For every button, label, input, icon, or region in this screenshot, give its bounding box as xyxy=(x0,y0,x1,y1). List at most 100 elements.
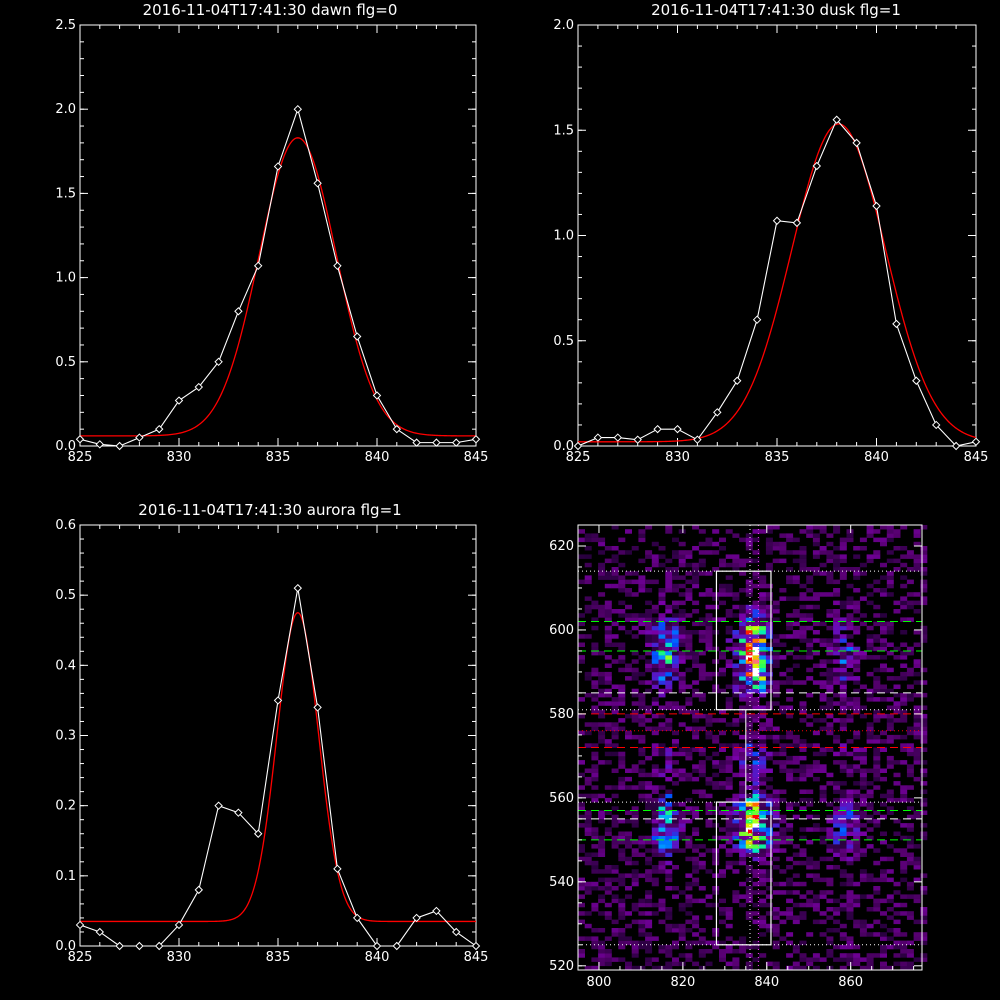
heatmap-cell xyxy=(739,781,747,786)
heatmap-cell xyxy=(665,789,673,794)
heatmap-cell xyxy=(833,592,841,597)
heatmap-cell xyxy=(792,655,800,660)
data-point xyxy=(432,438,441,447)
heatmap-cell xyxy=(900,789,908,794)
heatmap-cell xyxy=(705,638,713,643)
heatmap-cell xyxy=(618,898,626,904)
heatmap-cell xyxy=(651,785,659,790)
heatmap-cell xyxy=(839,768,847,773)
heatmap-cell xyxy=(732,814,740,820)
heatmap-cell xyxy=(658,625,666,631)
heatmap-cell xyxy=(672,625,679,631)
heatmap-cell xyxy=(678,709,686,715)
heatmap-cell xyxy=(739,751,747,757)
heatmap-cell xyxy=(678,772,686,778)
heatmap-cell xyxy=(618,856,626,862)
heatmap-cell xyxy=(853,663,861,668)
heatmap-cell xyxy=(651,579,659,585)
heatmap-cell xyxy=(611,886,619,891)
heatmap-cell xyxy=(792,890,800,895)
heatmap-cell xyxy=(759,831,767,836)
heatmap-cell xyxy=(578,621,585,627)
heatmap-cell xyxy=(772,701,780,706)
heatmap-cell xyxy=(846,953,854,958)
heatmap-cell xyxy=(752,667,760,673)
heatmap-cell xyxy=(886,739,894,744)
heatmap-cell xyxy=(745,848,753,853)
heatmap-cell xyxy=(739,713,747,719)
heatmap-cell xyxy=(692,567,700,572)
heatmap-cell xyxy=(712,617,720,622)
heatmap-cell xyxy=(578,823,585,828)
heatmap-cell xyxy=(779,705,787,710)
heatmap-cell xyxy=(833,919,841,925)
heatmap-cell xyxy=(826,705,834,710)
heatmap-cell xyxy=(900,604,908,610)
heatmap-cell xyxy=(719,667,726,673)
heatmap-cell xyxy=(725,562,733,568)
heatmap-cell xyxy=(712,739,720,744)
heatmap-cell xyxy=(913,600,921,606)
heatmap-cell xyxy=(651,831,659,836)
heatmap-cell xyxy=(665,802,673,807)
heatmap-cell xyxy=(645,550,653,555)
heatmap-cell xyxy=(765,894,773,899)
heatmap-cell xyxy=(732,567,740,572)
data-point xyxy=(613,433,623,442)
heatmap-cell xyxy=(779,680,787,685)
heatmap-cell xyxy=(873,604,881,610)
heatmap-cell xyxy=(698,529,706,534)
heatmap-cell xyxy=(604,869,612,874)
heatmap-cell xyxy=(920,940,928,946)
heatmap-cell xyxy=(880,684,887,689)
heatmap-cell xyxy=(900,835,908,841)
heatmap-cell xyxy=(920,730,928,736)
heatmap-cell xyxy=(625,550,632,555)
heatmap-cell xyxy=(745,558,753,564)
heatmap-cell xyxy=(913,894,921,899)
heatmap-cell xyxy=(859,957,867,962)
heatmap-cell xyxy=(712,604,720,610)
heatmap-cell xyxy=(631,785,639,790)
heatmap-cell xyxy=(665,579,673,585)
heatmap-cell xyxy=(638,965,646,971)
heatmap-cell xyxy=(725,776,733,782)
heatmap-cell xyxy=(873,768,881,773)
heatmap-cell xyxy=(900,760,908,765)
heatmap-cell xyxy=(792,613,800,618)
data-point xyxy=(951,441,961,451)
heatmap-cell xyxy=(618,701,626,706)
heatmap-cell xyxy=(772,944,780,950)
heatmap-cell xyxy=(819,827,827,832)
heatmap-cell xyxy=(725,638,733,643)
heatmap-cell xyxy=(799,827,807,832)
heatmap-cell xyxy=(732,671,740,677)
heatmap-cell xyxy=(893,546,901,551)
heatmap-cell xyxy=(705,592,713,597)
heatmap-cell xyxy=(765,839,773,845)
heatmap-cell xyxy=(826,541,834,547)
heatmap-cell xyxy=(873,550,881,555)
heatmap-cell xyxy=(578,634,585,639)
heatmap-cell xyxy=(893,609,901,614)
heatmap-cell xyxy=(631,852,639,857)
heatmap-cell xyxy=(725,936,733,941)
heatmap-cell xyxy=(631,571,639,576)
heatmap-cell xyxy=(732,747,740,752)
heatmap-cell xyxy=(745,730,753,736)
heatmap-cell xyxy=(819,642,827,647)
heatmap-cell xyxy=(618,684,626,689)
heatmap-cell xyxy=(920,831,928,836)
heatmap-cell xyxy=(685,940,693,946)
heatmap-cell xyxy=(906,965,914,971)
heatmap-cell xyxy=(651,835,659,841)
heatmap-cell xyxy=(732,554,740,559)
heatmap-cell xyxy=(665,529,673,534)
heatmap-cell xyxy=(866,600,874,606)
heatmap-cell xyxy=(846,676,854,681)
heatmap-cell xyxy=(846,827,854,832)
heatmap-cell xyxy=(685,613,693,618)
heatmap-cell xyxy=(859,537,867,543)
heatmap-cell xyxy=(719,785,726,790)
heatmap-cell xyxy=(591,755,599,761)
